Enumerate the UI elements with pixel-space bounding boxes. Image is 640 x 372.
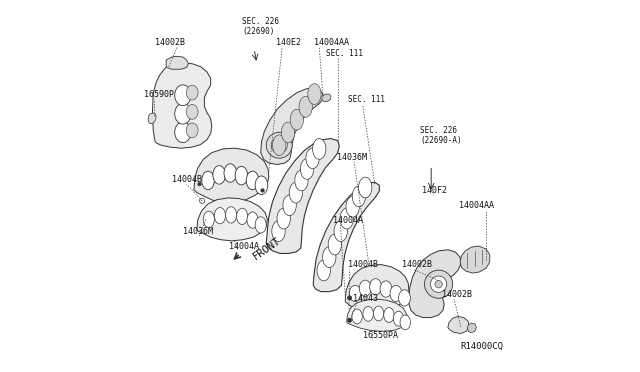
Text: SEC. 226
(22690-A): SEC. 226 (22690-A): [420, 126, 461, 145]
Ellipse shape: [204, 211, 214, 228]
Ellipse shape: [308, 84, 321, 105]
Ellipse shape: [358, 177, 372, 198]
Text: 14002B: 14002B: [155, 38, 185, 47]
Ellipse shape: [255, 176, 268, 195]
Text: 16590P: 16590P: [144, 90, 174, 99]
Polygon shape: [460, 246, 490, 273]
Polygon shape: [166, 56, 188, 69]
Text: SEC. 226
(22690): SEC. 226 (22690): [242, 16, 279, 36]
Ellipse shape: [235, 166, 248, 185]
Circle shape: [260, 189, 264, 192]
Text: 140E2: 140E2: [276, 38, 301, 47]
Ellipse shape: [300, 158, 314, 179]
Ellipse shape: [359, 280, 371, 296]
Ellipse shape: [255, 217, 266, 233]
Ellipse shape: [352, 309, 362, 324]
Ellipse shape: [306, 148, 319, 169]
Ellipse shape: [400, 315, 410, 330]
Text: SEC. 111: SEC. 111: [348, 96, 385, 105]
Ellipse shape: [224, 164, 237, 182]
Text: 14043: 14043: [353, 294, 378, 303]
Polygon shape: [467, 323, 476, 333]
Ellipse shape: [373, 306, 384, 321]
Ellipse shape: [175, 85, 191, 106]
Circle shape: [435, 280, 442, 288]
Ellipse shape: [380, 281, 392, 297]
Ellipse shape: [277, 208, 291, 229]
Ellipse shape: [282, 122, 294, 143]
Text: 140F2: 140F2: [422, 186, 447, 195]
Polygon shape: [322, 94, 331, 102]
Ellipse shape: [323, 247, 336, 267]
Polygon shape: [260, 88, 323, 164]
Ellipse shape: [186, 123, 198, 138]
Polygon shape: [345, 264, 409, 312]
Polygon shape: [197, 198, 268, 241]
Ellipse shape: [246, 171, 259, 190]
Text: 14004A: 14004A: [333, 216, 363, 225]
Polygon shape: [409, 250, 461, 318]
Ellipse shape: [370, 279, 381, 295]
Ellipse shape: [175, 103, 191, 124]
Ellipse shape: [272, 221, 285, 241]
Ellipse shape: [290, 109, 303, 130]
Ellipse shape: [312, 138, 326, 159]
Circle shape: [198, 182, 202, 186]
Polygon shape: [194, 148, 269, 202]
Text: 14036M: 14036M: [183, 227, 213, 236]
Text: 14004B: 14004B: [172, 175, 202, 184]
Ellipse shape: [340, 208, 353, 229]
Ellipse shape: [399, 290, 410, 306]
Ellipse shape: [363, 307, 373, 321]
Ellipse shape: [346, 196, 359, 217]
Ellipse shape: [317, 260, 330, 281]
Ellipse shape: [214, 208, 225, 224]
Text: 14004AA: 14004AA: [314, 38, 349, 47]
Polygon shape: [347, 299, 407, 331]
Ellipse shape: [237, 208, 248, 225]
Circle shape: [431, 276, 447, 292]
Ellipse shape: [394, 311, 404, 326]
Circle shape: [348, 318, 352, 323]
Polygon shape: [266, 138, 339, 253]
Ellipse shape: [328, 234, 342, 255]
Ellipse shape: [390, 285, 402, 302]
Ellipse shape: [202, 171, 214, 190]
Ellipse shape: [225, 207, 237, 223]
Text: 16550PA: 16550PA: [363, 331, 397, 340]
Text: 14004AA: 14004AA: [459, 201, 494, 210]
Text: FRONT: FRONT: [252, 236, 283, 262]
Polygon shape: [314, 182, 380, 292]
Circle shape: [266, 132, 292, 158]
Ellipse shape: [213, 166, 225, 184]
Ellipse shape: [334, 221, 348, 241]
Ellipse shape: [247, 212, 258, 228]
Polygon shape: [448, 317, 469, 334]
Text: 14004B: 14004B: [348, 260, 378, 269]
Circle shape: [348, 296, 352, 300]
Text: 14002B: 14002B: [442, 290, 472, 299]
Polygon shape: [152, 63, 212, 148]
Circle shape: [200, 198, 205, 203]
Ellipse shape: [175, 122, 191, 142]
Circle shape: [424, 270, 452, 298]
Ellipse shape: [295, 170, 308, 191]
Circle shape: [271, 137, 287, 153]
Text: 14036M: 14036M: [337, 153, 367, 162]
Ellipse shape: [186, 85, 198, 100]
Ellipse shape: [283, 195, 296, 216]
Ellipse shape: [299, 96, 312, 117]
Text: R14000CQ: R14000CQ: [461, 342, 504, 351]
Polygon shape: [148, 113, 156, 124]
Ellipse shape: [186, 105, 198, 119]
Text: SEC. 111: SEC. 111: [326, 49, 362, 58]
Text: 14002B: 14002B: [401, 260, 431, 269]
Ellipse shape: [352, 186, 365, 207]
Ellipse shape: [349, 285, 361, 302]
Ellipse shape: [384, 308, 394, 323]
Circle shape: [275, 141, 284, 150]
Ellipse shape: [273, 135, 286, 155]
Text: 14004A: 14004A: [229, 242, 259, 251]
Ellipse shape: [289, 182, 303, 203]
